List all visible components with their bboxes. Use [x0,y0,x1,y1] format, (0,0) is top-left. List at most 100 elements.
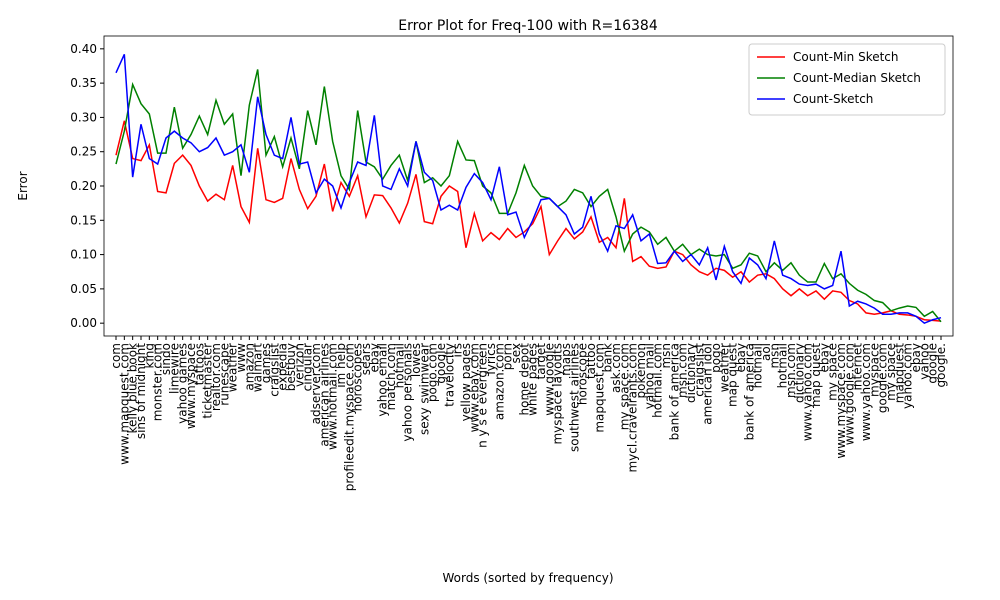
x-tick-label: pogo [709,343,723,373]
x-tick-label: myspace layouts [551,343,565,445]
x-tick-label: runescape [217,343,231,406]
x-tick-label: horoscope [576,343,590,405]
x-tick-label: yahoo personals [401,343,415,442]
x-tick-label: pogo.com [426,343,440,402]
x-tick-label: my space.com [617,343,631,430]
x-tick-label: msn.com [784,343,798,398]
x-tick-label: sex [509,343,523,364]
x-tick-label: cingular [301,343,315,391]
y-axis-label: Error [16,171,30,200]
x-tick-label: amazon [242,343,256,391]
x-tick-label: tattoo [584,343,598,379]
x-tick-label: yahoo email [376,343,390,417]
x-tick-label: games [259,343,273,383]
x-axis-label: Words (sorted by frequency) [442,571,613,585]
x-tick-label: mapquest [892,343,906,404]
x-tick-label: sins of midnight [134,343,148,439]
x-tick-label: my space [884,343,898,401]
x-tick-label: www.yahoo.com [801,343,815,441]
x-tick-label: target [534,343,548,380]
x-tick-label: map quest [726,343,740,407]
x-tick-label: bank of america [667,343,681,440]
x-tick-label: yahoo [917,343,931,380]
x-tick-label: ebay [909,343,923,372]
x-tick-label: dictionary [684,343,698,403]
x-tick-label: www.mapquest.com [117,343,131,465]
x-tick-label: google [434,343,448,384]
plot-frame [103,35,954,337]
x-tick-label: ask.com [609,343,623,393]
x-tick-label: www [234,343,248,373]
x-tick-label: ticketmaster [201,343,215,419]
x-tick-label: kelly blue book [126,343,140,434]
x-tick-label: craigslist [267,343,281,397]
series-line [115,120,942,322]
y-tick-label: 0.15 [70,213,97,227]
x-tick-label: im help [334,343,348,388]
legend-label: Count-Sketch [793,92,873,106]
x-tick-label: www.hotmail.com [326,343,340,450]
x-tick-label: limewire [167,343,181,394]
x-tick-label: www.google.com [842,343,856,445]
x-tick-label: craigslist [692,343,706,397]
x-tick-label: dictionary [792,343,806,403]
y-tick-label: 0.05 [70,282,97,296]
x-tick-label: yahoo games [176,343,190,424]
x-tick-label: monster.com [151,343,165,421]
x-tick-label: match.com [384,343,398,410]
x-tick-label: msn.com [676,343,690,398]
x-tick-label: tattoos [192,343,206,385]
x-tick-label: ebay [817,343,831,372]
x-tick-label: realtor.com [209,343,223,411]
x-tick-label: travelocity [442,343,456,407]
y-tick-label: 0.30 [70,110,97,124]
x-tick-label: msn [659,343,673,369]
x-tick-label: my space [826,343,840,401]
x-tick-label: yellow pages [459,343,473,421]
x-tick-label: sindo [159,343,173,375]
x-tick-label: weather [717,343,731,392]
legend-box [748,43,946,116]
x-tick-label: ebay [734,343,748,372]
x-tick-label: walmart [251,343,265,392]
x-tick-label: sears [359,343,373,375]
x-tick-label: aol [759,343,773,361]
x-tick-label: expedia [276,343,290,391]
y-tick-label: 0.35 [70,76,97,90]
y-tick-label: 0.25 [70,145,97,159]
x-tick-label: adserver.com [309,343,323,424]
legend-label: Count-Median Sketch [793,71,921,85]
x-tick-label: lowes [409,343,423,377]
x-tick-label: yahoo mail [642,343,656,409]
x-tick-label: google [926,343,940,384]
x-tick-label: bestbuy [284,343,298,391]
x-tick-label: google.com [876,343,890,413]
x-tick-label: porn [501,343,515,370]
x-tick-label: maps [559,343,573,376]
x-tick-label: home depot [517,343,531,416]
y-tick-label: 0.10 [70,248,97,262]
x-tick-label: hotmail [392,343,406,388]
x-tick-label: mapquest.com [592,343,606,433]
x-tick-label: profileedit.myspace.com [342,343,356,491]
x-tick-label: bank of america [742,343,756,440]
y-tick-label: 0.40 [70,42,97,56]
y-tick-label: 0.20 [70,179,97,193]
x-tick-label: com [109,343,123,369]
x-tick-label: hotmail [751,343,765,388]
x-tick-label: white pages [526,343,540,416]
x-tick-label: hotmail [776,343,790,388]
x-tick-label: www.ebay.com [467,343,481,432]
series-line [115,54,942,325]
x-tick-label: www.myspace [184,343,198,429]
x-tick-label: american airlines [317,343,331,447]
x-tick-label: map quest [809,343,823,407]
x-tick-label: bank [601,343,615,373]
x-tick-label: irs [451,343,465,358]
y-tick-label: 0.00 [70,316,97,330]
x-tick-label: ebay [367,343,381,372]
x-tick-label: lyrics [484,343,498,375]
x-tick-label: www.yahoo.com [859,343,873,441]
x-tick-label: internet [851,343,865,391]
